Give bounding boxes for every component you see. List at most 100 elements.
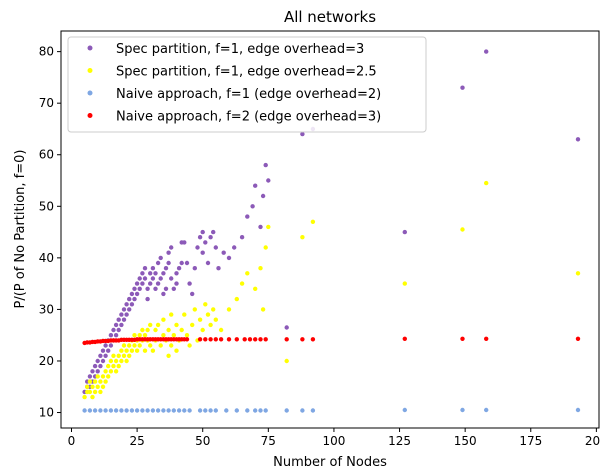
data-point	[116, 317, 121, 322]
data-point	[234, 337, 239, 342]
data-point	[98, 353, 103, 358]
data-point	[184, 333, 190, 338]
data-point	[260, 307, 266, 312]
data-point	[203, 408, 208, 413]
data-point	[103, 369, 108, 374]
data-point	[213, 245, 218, 250]
data-point	[132, 286, 137, 291]
data-point	[121, 343, 127, 348]
data-point	[184, 260, 190, 266]
series-1-points	[82, 49, 581, 395]
data-point	[239, 235, 245, 240]
data-point	[192, 307, 197, 312]
data-point	[190, 322, 195, 328]
data-point	[174, 281, 179, 286]
data-point	[90, 394, 95, 400]
data-point	[184, 337, 190, 342]
data-point	[182, 312, 187, 317]
data-point	[187, 408, 192, 413]
data-point	[216, 266, 221, 271]
data-point	[258, 224, 263, 230]
data-point	[92, 379, 98, 384]
scatter-points	[82, 49, 581, 413]
data-point	[218, 337, 224, 342]
data-point	[213, 337, 218, 342]
data-point	[182, 408, 187, 413]
data-point	[263, 245, 268, 250]
data-point	[142, 276, 148, 281]
data-point	[142, 333, 148, 338]
data-point	[134, 348, 140, 353]
data-point	[121, 353, 127, 358]
data-point	[208, 337, 213, 342]
data-point	[82, 408, 87, 413]
data-point	[100, 384, 106, 389]
data-point	[158, 276, 163, 281]
axis-ticks: 0 25 50 75 100 125 150 175 200 10 20 30 40 50 60 70 80	[39, 45, 601, 448]
data-point	[137, 333, 142, 338]
data-point	[95, 358, 100, 364]
x-tick-label: 125	[388, 434, 411, 448]
data-point	[119, 348, 124, 353]
data-point	[166, 260, 171, 266]
data-point	[166, 327, 171, 333]
data-point	[161, 291, 166, 297]
data-point	[221, 250, 226, 255]
data-point	[161, 271, 166, 276]
data-point	[121, 307, 127, 312]
data-point	[260, 193, 266, 199]
data-point	[140, 281, 145, 286]
data-point	[575, 271, 581, 276]
data-point	[108, 358, 114, 364]
data-point	[87, 389, 93, 395]
data-point	[300, 337, 305, 342]
data-point	[253, 183, 258, 188]
data-point	[155, 322, 161, 328]
data-point	[171, 286, 176, 291]
data-point	[174, 271, 179, 276]
data-point	[124, 312, 129, 317]
data-point	[171, 408, 176, 413]
legend-box	[67, 36, 427, 133]
x-axis-label: Number of Nodes	[273, 455, 387, 469]
data-point	[103, 353, 108, 358]
data-point	[197, 317, 203, 322]
y-tick-label: 20	[39, 354, 54, 368]
data-point	[137, 276, 142, 281]
data-point	[124, 302, 129, 307]
legend-marker	[87, 90, 93, 96]
data-point	[119, 312, 124, 317]
data-point	[203, 302, 208, 307]
data-point	[163, 286, 169, 291]
data-point	[158, 343, 163, 348]
data-point	[226, 307, 232, 312]
data-point	[200, 250, 205, 255]
data-point	[575, 336, 581, 341]
data-point	[108, 333, 114, 338]
data-point	[226, 337, 232, 342]
data-point	[116, 363, 121, 369]
data-point	[245, 271, 250, 276]
legend-marker	[87, 113, 93, 118]
data-point	[145, 286, 150, 291]
data-point	[171, 333, 176, 338]
data-point	[145, 296, 150, 302]
x-tick-label: 0	[68, 434, 76, 448]
data-point	[187, 281, 192, 286]
data-point	[460, 336, 465, 341]
data-point	[224, 408, 229, 413]
data-point	[150, 348, 156, 353]
data-point	[197, 337, 203, 342]
data-point	[132, 333, 137, 338]
data-point	[211, 229, 216, 235]
data-point	[127, 343, 132, 348]
data-point	[98, 363, 103, 369]
data-point	[100, 358, 106, 364]
data-point	[169, 343, 174, 348]
data-point	[284, 408, 289, 413]
data-point	[124, 348, 129, 353]
data-point	[103, 408, 108, 413]
data-point	[402, 407, 407, 413]
data-point	[119, 408, 124, 413]
data-point	[121, 317, 127, 322]
